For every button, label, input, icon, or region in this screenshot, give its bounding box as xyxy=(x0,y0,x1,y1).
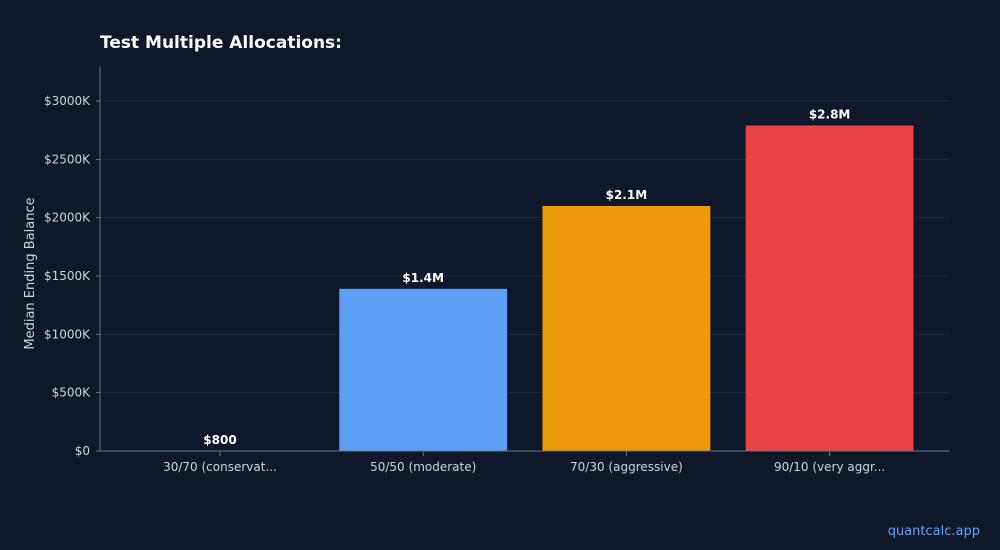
axes xyxy=(96,66,950,456)
y-tick-label: $2500K xyxy=(44,152,91,166)
bars xyxy=(136,125,914,451)
y-tick-label: $2000K xyxy=(44,211,91,225)
bar-data-label: $800 xyxy=(203,433,236,447)
y-tick-label: $3000K xyxy=(44,94,91,108)
x-tick-label: 90/10 (very aggr... xyxy=(774,460,885,474)
y-tick-label: $1500K xyxy=(44,269,91,283)
bar xyxy=(745,125,914,451)
y-tick-label: $0 xyxy=(75,444,90,458)
y-tick-label: $500K xyxy=(52,386,92,400)
bar-data-label: $1.4M xyxy=(402,271,444,285)
y-axis-label: Median Ending Balance xyxy=(23,197,38,349)
labels: $0 $500K $1000K $1500K $2000K $2500K $3000K 30/… xyxy=(23,94,885,474)
y-tick-label: $1000K xyxy=(44,327,91,341)
bar xyxy=(542,206,711,451)
x-tick-label: 70/30 (aggressive) xyxy=(570,460,683,474)
chart-title: Test Multiple Allocations: xyxy=(100,33,342,53)
bar-data-label: $2.8M xyxy=(809,108,851,122)
x-tick-label: 30/70 (conservat... xyxy=(163,460,277,474)
x-tick-label: 50/50 (moderate) xyxy=(370,460,476,474)
bar xyxy=(339,288,508,451)
bar-data-label: $2.1M xyxy=(606,188,648,202)
watermark-link[interactable]: quantcalc.app xyxy=(887,524,980,539)
